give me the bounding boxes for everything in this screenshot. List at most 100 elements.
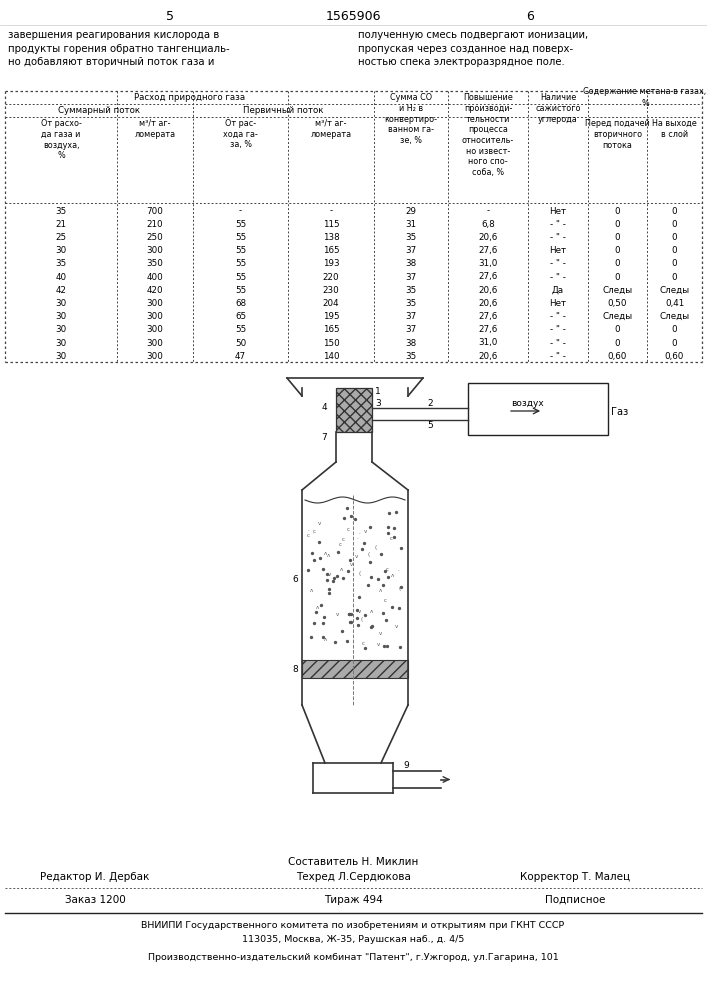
Text: 113035, Москва, Ж-35, Раушская наб., д. 4/5: 113035, Москва, Ж-35, Раушская наб., д. …: [242, 936, 464, 944]
Bar: [468, 383, 608, 435]
Text: - " -: - " -: [550, 312, 566, 321]
Text: 47: 47: [235, 352, 246, 361]
Text: 210: 210: [146, 220, 163, 229]
Text: Содержание метана в газах,
%: Содержание метана в газах, %: [583, 87, 706, 108]
Text: 0,50: 0,50: [608, 299, 627, 308]
Text: 3: 3: [375, 398, 381, 408]
Text: 115: 115: [322, 220, 339, 229]
Text: Нет: Нет: [549, 207, 566, 216]
Text: 68: 68: [235, 299, 246, 308]
Text: (: (: [375, 545, 377, 550]
Text: 30: 30: [55, 352, 66, 361]
Text: 35: 35: [405, 352, 416, 361]
Text: ·: ·: [397, 568, 399, 573]
Text: 220: 220: [322, 272, 339, 282]
Text: (: (: [399, 586, 401, 591]
Text: 0: 0: [614, 272, 620, 282]
Text: ·: ·: [356, 536, 358, 541]
Text: 27,6: 27,6: [479, 325, 498, 334]
Text: 6: 6: [292, 576, 298, 584]
Text: Первичный поток: Первичный поток: [243, 106, 324, 115]
Text: 0: 0: [672, 246, 677, 255]
Text: - " -: - " -: [550, 272, 566, 282]
Text: v: v: [376, 642, 380, 647]
Text: 40: 40: [55, 272, 66, 282]
Text: 0,41: 0,41: [665, 299, 684, 308]
Text: ·: ·: [320, 604, 321, 609]
Text: Наличие
сажистого
углерода: Наличие сажистого углерода: [535, 93, 580, 123]
Text: 0: 0: [614, 246, 620, 255]
Text: 6: 6: [526, 10, 534, 23]
Text: Расход природного газа: Расход природного газа: [134, 93, 245, 102]
Text: 37: 37: [405, 312, 416, 321]
Text: 250: 250: [146, 233, 163, 242]
Text: Корректор Т. Малец: Корректор Т. Малец: [520, 872, 630, 882]
Text: c: c: [390, 536, 393, 541]
Text: 42: 42: [56, 286, 66, 295]
Text: На выходе
в слой: На выходе в слой: [652, 119, 697, 139]
Text: Повышение
производи-
тельности
процесса
относитель-
но извест-
ного спо-
соба, %: Повышение производи- тельности процесса …: [462, 93, 514, 177]
Text: 300: 300: [146, 338, 163, 348]
Text: 0: 0: [614, 259, 620, 268]
Text: ʌ: ʌ: [370, 609, 373, 614]
Text: 0: 0: [614, 325, 620, 334]
Text: Следы: Следы: [602, 286, 633, 295]
Text: 55: 55: [235, 259, 246, 268]
Text: (: (: [368, 552, 370, 557]
Text: 55: 55: [235, 233, 246, 242]
Text: Перед подачей
вторичного
потока: Перед подачей вторичного потока: [585, 119, 650, 149]
Text: 0: 0: [614, 233, 620, 242]
Bar: [336, 388, 372, 432]
Text: 55: 55: [235, 286, 246, 295]
Text: ʌ: ʌ: [324, 637, 327, 642]
Text: 35: 35: [405, 286, 416, 295]
Text: 8: 8: [292, 664, 298, 674]
Text: полученную смесь подвергают ионизации,
пропуская через созданное над поверх-
нос: полученную смесь подвергают ионизации, п…: [358, 30, 588, 67]
Text: 700: 700: [146, 207, 163, 216]
Text: 0: 0: [672, 259, 677, 268]
Text: 0: 0: [672, 233, 677, 242]
Text: Да: Да: [552, 286, 564, 295]
Text: v: v: [355, 554, 358, 559]
Text: 30: 30: [55, 325, 66, 334]
Text: ·: ·: [308, 528, 309, 533]
Text: v: v: [336, 612, 339, 617]
Text: 20,6: 20,6: [479, 352, 498, 361]
Text: (: (: [361, 617, 363, 622]
Text: ʌ: ʌ: [316, 605, 320, 610]
Text: м³/т аг-
ломерата: м³/т аг- ломерата: [310, 119, 351, 139]
Text: 37: 37: [405, 246, 416, 255]
Text: c: c: [339, 542, 341, 547]
Text: v: v: [318, 521, 321, 526]
Text: 55: 55: [235, 220, 246, 229]
Text: - " -: - " -: [550, 325, 566, 334]
Text: 165: 165: [322, 246, 339, 255]
Text: 21: 21: [56, 220, 66, 229]
Text: От расхо-
да газа и
воздуха,
%: От расхо- да газа и воздуха, %: [40, 119, 81, 160]
Text: Сумма СО
и H₂ в
конвертиро-
ванном га-
зе, %: Сумма СО и H₂ в конвертиро- ванном га- з…: [385, 93, 438, 145]
Text: 0: 0: [672, 338, 677, 348]
Text: v: v: [328, 572, 332, 577]
Text: ʌ: ʌ: [310, 588, 313, 593]
Text: Следы: Следы: [660, 286, 689, 295]
Text: Газ: Газ: [611, 407, 629, 417]
Text: v: v: [358, 609, 361, 614]
Text: 5: 5: [166, 10, 174, 23]
Text: 55: 55: [235, 272, 246, 282]
Text: 0: 0: [672, 272, 677, 282]
Text: 150: 150: [322, 338, 339, 348]
Text: 400: 400: [146, 272, 163, 282]
Text: 31,0: 31,0: [479, 259, 498, 268]
Text: 350: 350: [146, 259, 163, 268]
Text: (: (: [358, 571, 361, 576]
Text: Тираж 494: Тираж 494: [324, 895, 382, 905]
Text: v: v: [363, 529, 367, 534]
Text: c: c: [307, 533, 310, 538]
Text: ʌ: ʌ: [379, 588, 382, 593]
Text: 37: 37: [405, 325, 416, 334]
Text: 50: 50: [235, 338, 246, 348]
Text: 1: 1: [375, 387, 381, 396]
Text: - " -: - " -: [550, 233, 566, 242]
Text: Техред Л.Сердюкова: Техред Л.Сердюкова: [296, 872, 411, 882]
Text: 38: 38: [405, 338, 416, 348]
